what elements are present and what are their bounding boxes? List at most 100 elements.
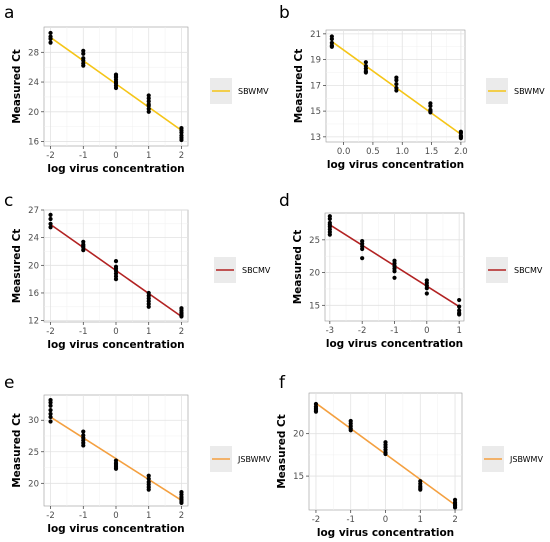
data-point [48,30,53,36]
data-point [428,110,433,115]
data-point [458,136,463,141]
data-point [48,411,53,417]
x-axis-title: log virus concentration [47,339,184,351]
x-tick-label: -1 [346,515,354,525]
legend-label: JSBWMV [509,455,543,464]
x-axis-title: log virus concentration [327,159,464,171]
x-tick-label: 0 [424,326,429,336]
data-point [48,419,53,424]
data-point [48,36,53,42]
data-point [394,78,399,83]
data-point [179,137,184,143]
x-tick-label: 2.0 [454,147,468,157]
x-tick-label: 1 [146,151,151,161]
x-tick-label: 0.5 [366,147,380,157]
data-point [179,314,184,319]
x-tick-label: 0 [113,151,118,161]
data-point [146,304,151,309]
panel-f: f -2 -1 0 1 2 15 20 log virus concentration Measu… [276,373,543,539]
legend-label: SBWMV [238,87,269,96]
x-axis-title: log virus concentration [317,527,454,539]
y-tick-label: 21 [310,30,321,40]
y-axis-title: Measured Ct [276,414,288,489]
y-tick-label: 20 [28,479,39,489]
y-tick-label: 20 [309,269,320,279]
gridlines [44,395,188,506]
x-tick-label: 2 [179,327,184,337]
data-point [81,58,86,63]
data-point [360,246,365,252]
x-tick-label: -2 [46,511,54,521]
x-tick-label: -1 [79,327,87,337]
y-tick-label: 17 [310,81,321,91]
legend-label: SBCMV [242,266,271,275]
legend: SBWMV [210,78,269,104]
data-point [428,103,433,109]
y-axis-title: Measured Ct [293,49,305,124]
data-point [48,414,53,420]
panel-letter: b [279,3,290,23]
data-point [48,221,53,226]
data-point [146,487,151,492]
y-tick-label: 30 [28,416,39,426]
data-point [146,99,151,104]
x-axis-title: log virus concentration [47,523,184,535]
y-tick-label: 24 [28,78,39,88]
x-tick-label: 1 [456,326,461,336]
data-point [394,88,399,93]
data-point [424,291,429,296]
data-point [48,40,53,45]
x-tick-label: -3 [326,326,334,336]
data-point [48,408,53,413]
x-tick-label: 0 [113,511,118,521]
y-tick-label: 16 [28,138,39,148]
panel-letter: d [279,191,290,211]
y-axis-title: Measured Ct [11,49,23,124]
data-point [313,409,319,414]
x-tick-label: 1 [146,511,151,521]
data-point [81,429,86,434]
data-point [48,403,53,408]
x-tick-label: -1 [79,151,87,161]
y-tick-label: 12 [28,317,39,327]
data-point [457,297,462,303]
legend-label: SBCMV [514,266,543,275]
data-point [81,51,86,56]
y-tick-label: 16 [28,289,39,299]
y-tick-label: 20 [28,261,39,271]
x-tick-label: -1 [79,511,87,521]
data-point [424,286,429,291]
data-point [457,312,462,317]
x-axis-title: log virus concentration [47,163,184,175]
data-point [327,216,332,221]
y-tick-label: 24 [28,234,39,244]
panel-letter: f [279,373,286,393]
data-point [146,93,151,98]
data-point [48,225,53,230]
data-point [418,487,423,492]
y-tick-label: 28 [28,48,39,58]
y-tick-label: 15 [293,472,304,482]
legend: JSBWMV [210,446,271,472]
data-point [392,275,397,280]
x-axis-title: log virus concentration [326,338,463,350]
data-point [329,36,334,42]
x-tick-label: 1.5 [425,147,439,157]
data-point [113,266,119,271]
data-point [81,48,86,53]
panel-e: e -2 -1 0 1 2 20 25 30 log virus concentration Mea… [4,373,271,535]
x-tick-label: 1 [146,327,151,337]
data-point [363,60,368,65]
x-tick-label: 0 [383,515,388,525]
data-point [113,85,119,91]
data-point [146,473,151,478]
data-point [146,102,151,107]
x-tick-label: 0.0 [337,147,351,157]
data-point [329,44,334,49]
x-tick-label: 1.0 [395,147,409,157]
y-tick-label: 25 [309,236,320,246]
y-axis-title: Measured Ct [11,229,23,304]
y-tick-label: 15 [309,301,320,311]
x-tick-label: -2 [312,515,320,525]
legend: SBCMV [214,257,271,283]
